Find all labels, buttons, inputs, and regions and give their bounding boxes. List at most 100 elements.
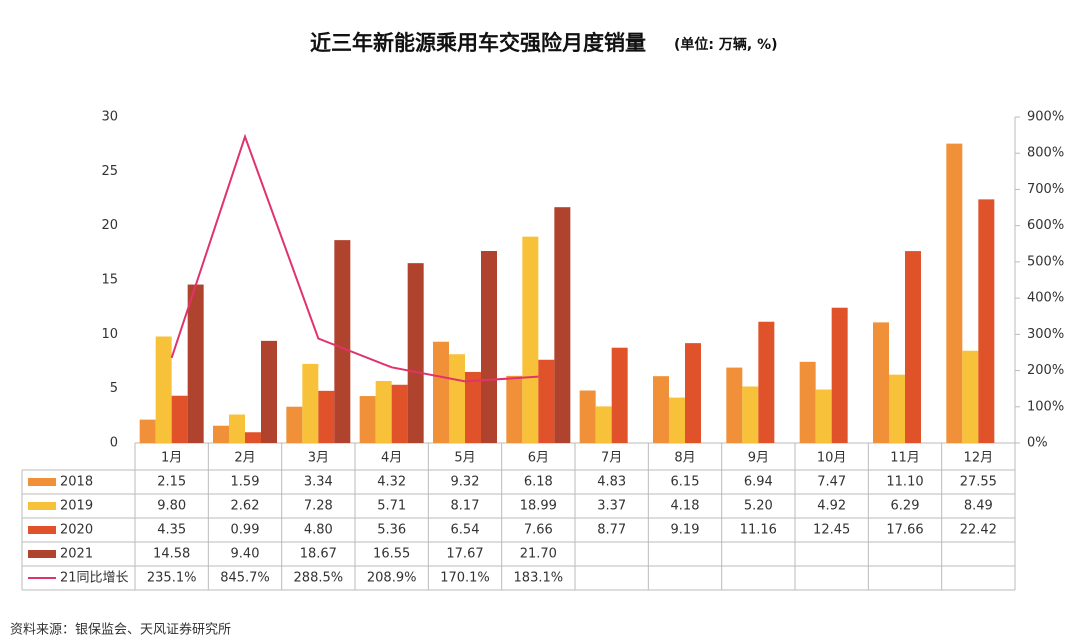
bar (465, 371, 481, 443)
table-cell: 235.1% (147, 571, 197, 586)
table-cell: 9.19 (671, 523, 700, 538)
bar (669, 397, 685, 443)
table-cell: 4.32 (377, 475, 406, 490)
bar (611, 347, 628, 443)
y-tick-label: 5 (110, 381, 118, 396)
table-cell: 183.1% (514, 571, 564, 586)
table-cell: 18.99 (520, 499, 557, 514)
x-tick-label: 6月 (528, 451, 549, 466)
legend-label: 2020 (60, 523, 93, 538)
table-cell: 9.32 (451, 475, 480, 490)
bar (375, 380, 392, 443)
table-cell: 0.99 (231, 523, 260, 538)
table-cell: 5.20 (744, 499, 773, 514)
bar (318, 390, 335, 443)
bar (213, 425, 229, 443)
table-cell: 2.62 (231, 499, 260, 514)
y2-tick-label: 100% (1027, 399, 1064, 414)
y2-tick-label: 400% (1027, 291, 1064, 306)
table-cell: 5.71 (377, 499, 406, 514)
table-cell: 288.5% (294, 571, 344, 586)
legend-swatch (28, 526, 56, 534)
table-cell: 14.58 (153, 547, 190, 562)
bar (286, 406, 303, 443)
table-cell: 1.59 (231, 475, 260, 490)
legend-label: 21同比增长 (60, 571, 129, 586)
bar (171, 395, 188, 443)
bar (962, 350, 979, 443)
bar (799, 361, 816, 443)
bar (139, 419, 156, 443)
bar (685, 343, 701, 443)
table-cell: 11.10 (886, 475, 923, 490)
bar (187, 284, 204, 443)
bar (873, 322, 889, 443)
table-cell: 17.67 (446, 547, 483, 562)
bar (742, 386, 759, 443)
y2-tick-label: 500% (1027, 254, 1064, 269)
table-cell: 8.77 (597, 523, 626, 538)
y-tick-label: 25 (101, 164, 118, 179)
bar (229, 414, 245, 443)
x-tick-label: 11月 (890, 451, 920, 466)
chart-title: 近三年新能源乘用车交强险月度销量 (310, 31, 646, 55)
table-cell: 6.15 (671, 475, 700, 490)
table-cell: 9.80 (157, 499, 186, 514)
y2-tick-label: 700% (1027, 182, 1064, 197)
bar (831, 307, 848, 443)
bar (653, 376, 669, 443)
bar (815, 389, 832, 443)
bar (261, 340, 277, 443)
table-cell: 7.28 (304, 499, 333, 514)
x-tick-label: 9月 (748, 451, 769, 466)
bar (407, 263, 424, 443)
bar (522, 236, 539, 443)
y-tick-label: 20 (101, 218, 118, 233)
bar (889, 374, 905, 443)
bar (391, 384, 408, 443)
table-cell: 7.66 (524, 523, 553, 538)
table-cell: 22.42 (960, 523, 997, 538)
bar (359, 396, 376, 443)
x-tick-label: 5月 (454, 451, 475, 466)
bar (334, 240, 351, 443)
bar (538, 359, 555, 443)
x-tick-label: 1月 (161, 451, 182, 466)
y2-tick-label: 800% (1027, 146, 1064, 161)
table-cell: 4.18 (671, 499, 700, 514)
bar (155, 336, 172, 443)
table-cell: 4.83 (597, 475, 626, 490)
table-cell: 4.92 (817, 499, 846, 514)
table-cell: 170.1% (440, 571, 490, 586)
legend-swatch (28, 478, 56, 486)
table-cell: 5.36 (377, 523, 406, 538)
legend-label: 2019 (60, 499, 93, 514)
table-cell: 6.29 (891, 499, 920, 514)
legend-label: 2021 (60, 547, 93, 562)
bar (946, 143, 963, 443)
bar (506, 375, 523, 443)
y2-tick-label: 600% (1027, 218, 1064, 233)
table-cell: 4.80 (304, 523, 333, 538)
bar (245, 432, 261, 443)
legend-swatch (28, 550, 56, 558)
table-cell: 6.18 (524, 475, 553, 490)
table-cell: 18.67 (300, 547, 337, 562)
legend-label: 2018 (60, 475, 93, 490)
x-tick-label: 10月 (817, 451, 847, 466)
line (170, 133, 539, 383)
bar (449, 354, 465, 443)
bar (481, 250, 497, 443)
table-cell: 7.47 (817, 475, 846, 490)
y2-tick-label: 900% (1027, 110, 1064, 125)
bar (758, 321, 775, 443)
chart-subtitle: (单位: 万辆, %) (674, 36, 778, 53)
table-cell: 6.54 (451, 523, 480, 538)
table-cell: 2.15 (157, 475, 186, 490)
table-cell: 27.55 (960, 475, 997, 490)
bar (579, 390, 596, 443)
table-cell: 12.45 (813, 523, 850, 538)
table-cell: 208.9% (367, 571, 417, 586)
table-cell: 9.40 (231, 547, 260, 562)
